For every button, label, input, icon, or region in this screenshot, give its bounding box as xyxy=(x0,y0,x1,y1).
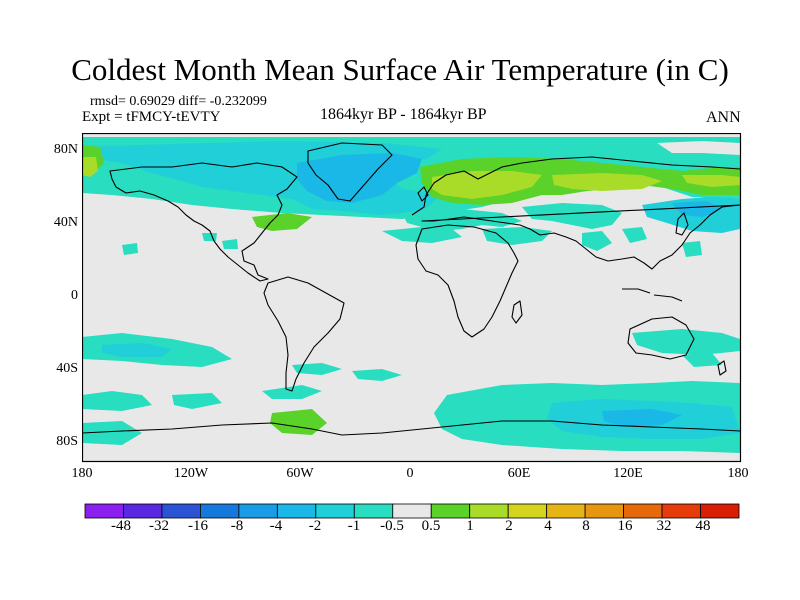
colorbar-label: 0.5 xyxy=(421,518,441,534)
colorbar-box xyxy=(84,503,124,519)
lon-label-60w: 60W xyxy=(286,466,314,481)
colorbar-label: -2 xyxy=(308,518,322,534)
south-america-coast xyxy=(263,276,345,392)
indonesia-coast xyxy=(622,288,683,302)
colorbar-label: 48 xyxy=(695,518,711,534)
colorbar-box xyxy=(200,503,240,519)
colorbar-label: 4 xyxy=(544,518,552,534)
australia-coast xyxy=(627,316,695,360)
colorbar-box xyxy=(700,503,740,519)
colorbar-box xyxy=(430,503,471,519)
eurasia-anomaly-field xyxy=(420,157,740,205)
colorbar-label: -16 xyxy=(188,518,208,534)
colorbar-box xyxy=(584,503,624,519)
madagascar-coast xyxy=(511,300,523,324)
experiment-label: Expt = tFMCY-tEVTY xyxy=(82,109,221,125)
colorbar-box xyxy=(507,503,548,519)
colorbar-box xyxy=(392,503,432,519)
lat-label-0: 0 xyxy=(71,288,78,303)
colorbar-label: -0.5 xyxy=(380,518,404,534)
colorbar-label: 1 xyxy=(466,518,474,534)
colorbar-box xyxy=(623,503,663,519)
colorbar-label: -32 xyxy=(149,518,169,534)
colorbar-box xyxy=(469,503,509,519)
lon-label-180e: 180 xyxy=(727,466,749,481)
lat-label-40s: 40S xyxy=(56,361,78,376)
colorbar-box xyxy=(315,503,355,519)
colorbar-label: 2 xyxy=(505,518,513,534)
greenland-coast xyxy=(307,142,393,202)
lat-label-80s: 80S xyxy=(56,434,78,449)
africa-coast xyxy=(415,224,519,338)
lon-label-120e: 120E xyxy=(613,466,643,481)
lon-label-60e: 60E xyxy=(507,466,531,481)
map-frame xyxy=(82,133,742,463)
colorbar-label: 16 xyxy=(617,518,633,534)
stats-text: rmsd= 0.69029 diff= -0.232099 xyxy=(90,94,267,109)
north-america-coast xyxy=(109,162,298,282)
lon-label-180w: 180 xyxy=(71,466,93,481)
coastlines xyxy=(82,142,740,436)
eurasia-coast xyxy=(411,156,740,270)
season-label: ANN xyxy=(706,109,741,126)
colorbar-label: -48 xyxy=(111,518,131,534)
antarctica-coast xyxy=(82,420,740,436)
colorbar-label: -1 xyxy=(347,518,361,534)
lon-label-0: 0 xyxy=(406,466,414,481)
colorbar-label: -4 xyxy=(269,518,283,534)
period-label: 1864kyr BP - 1864kyr BP xyxy=(320,106,487,123)
colorbar-box xyxy=(276,503,317,519)
colorbar-box xyxy=(123,503,163,519)
colorbar-label: 8 xyxy=(582,518,590,534)
lat-label-80n: 80N xyxy=(53,142,78,157)
colorbar-box xyxy=(661,503,701,519)
colorbar-label: -8 xyxy=(230,518,244,534)
colorbar-label: 32 xyxy=(656,518,672,534)
lat-label-40n: 40N xyxy=(53,215,78,230)
southern-anomaly-field xyxy=(82,329,740,453)
new-zealand-coast xyxy=(717,360,727,376)
colorbar-box xyxy=(546,503,586,519)
colorbar-box xyxy=(238,503,278,519)
map-title: Coldest Month Mean Surface Air Temperatu… xyxy=(71,52,729,87)
colorbar xyxy=(84,503,740,519)
colorbar-box xyxy=(353,503,394,519)
colorbar-box xyxy=(161,503,201,519)
temperature-map xyxy=(82,133,742,463)
uk-coast xyxy=(417,186,429,202)
lon-label-120w: 120W xyxy=(173,466,209,481)
japan-coast xyxy=(675,212,689,236)
